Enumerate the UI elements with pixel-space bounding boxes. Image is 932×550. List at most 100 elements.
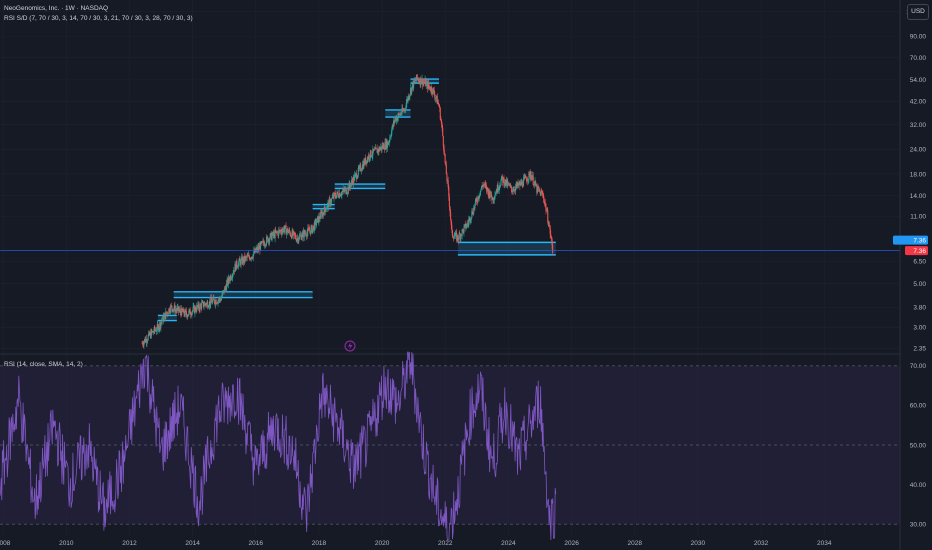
- candle-body: [312, 225, 314, 229]
- time-axis[interactable]: 2008 2010 2012 2014 2016 2018 2020 2022 2024 2026…: [0, 540, 832, 547]
- candle-body: [535, 180, 537, 186]
- candle-body: [431, 87, 433, 93]
- candle-body: [314, 221, 316, 231]
- candle-body: [350, 183, 352, 187]
- candle-body: [232, 273, 234, 275]
- candle-body: [362, 164, 364, 169]
- candle-body: [359, 165, 361, 167]
- candle-body: [323, 206, 325, 216]
- candle-body: [230, 277, 232, 280]
- candle-body: [154, 330, 157, 331]
- candle-body: [351, 179, 353, 182]
- candle-body: [196, 305, 198, 307]
- candle-body: [541, 191, 543, 193]
- candle-body: [256, 247, 259, 251]
- candle-body: [481, 185, 483, 190]
- candle-body: [451, 225, 453, 230]
- candle-body: [287, 231, 290, 234]
- candle-body: [515, 183, 517, 187]
- candle-body: [482, 186, 484, 187]
- candle-body: [321, 212, 324, 217]
- candle-body: [474, 199, 477, 204]
- candle-body: [417, 78, 419, 82]
- candle-body: [440, 119, 442, 121]
- candle-body: [496, 184, 498, 193]
- candle-body: [394, 117, 396, 120]
- candle-body: [319, 218, 321, 220]
- candle-body: [436, 95, 438, 99]
- candle-body: [458, 233, 460, 240]
- candle-body: [259, 245, 261, 251]
- candle-body: [285, 225, 287, 235]
- candle-body: [166, 312, 168, 314]
- candle-body: [472, 214, 474, 215]
- candle-body: [300, 234, 302, 240]
- candle-body: [196, 305, 198, 312]
- candle-body: [460, 234, 462, 239]
- candle-body: [420, 77, 422, 85]
- time-tick-label: 2034: [817, 540, 832, 547]
- time-tick-label: 2026: [564, 540, 579, 547]
- candle-body: [290, 235, 293, 239]
- candle-body: [425, 79, 427, 87]
- candle-body: [366, 160, 368, 163]
- candle-body: [398, 113, 400, 114]
- candle-body: [149, 332, 151, 336]
- candle-body: [172, 309, 174, 312]
- rsi-legend[interactable]: RSI (14, close, SMA, 14, 2): [4, 361, 83, 368]
- candle-body: [270, 232, 273, 241]
- candle-body: [142, 344, 144, 346]
- candle-body: [323, 213, 325, 216]
- candle-body: [342, 188, 344, 192]
- lightning-event-icon[interactable]: [344, 340, 356, 352]
- candle-body: [541, 192, 543, 195]
- symbol-legend[interactable]: NeoGenomics, Inc. · 1W · NASDAQ: [4, 5, 109, 12]
- candle-body: [490, 191, 492, 197]
- candle-body: [549, 226, 551, 235]
- candle-body: [141, 343, 143, 344]
- candle-body: [355, 173, 357, 174]
- currency-button[interactable]: USD: [907, 4, 929, 20]
- candle-body: [488, 190, 491, 198]
- candle-body: [429, 86, 431, 90]
- candle-body: [165, 311, 167, 319]
- candle-body: [532, 175, 534, 179]
- candle-body: [320, 211, 322, 219]
- candle-body: [412, 83, 414, 89]
- candle-body: [406, 99, 409, 101]
- candle-body: [165, 311, 167, 314]
- indicator-legend[interactable]: RSI S/D (7, 70 / 30, 3, 14, 70 / 30, 3, …: [4, 15, 193, 22]
- candle-body: [148, 332, 150, 336]
- candle-body: [409, 88, 412, 95]
- candle-body: [550, 234, 552, 237]
- candle-body: [220, 298, 222, 301]
- candle-body: [512, 190, 514, 192]
- candle-body: [253, 250, 256, 253]
- candle-body: [465, 226, 467, 229]
- zone-fill: [334, 184, 386, 189]
- candle-body: [454, 235, 456, 237]
- candle-body: [392, 125, 394, 127]
- candle-body: [235, 260, 237, 271]
- candle-body: [392, 120, 395, 127]
- rsi-axis[interactable]: 70.00 60.00 50.00 40.00 30.00: [910, 363, 927, 528]
- candle-body: [546, 210, 548, 212]
- candle-body: [471, 211, 473, 218]
- candle-body: [268, 239, 270, 243]
- price-tick-label: 42.00: [910, 99, 927, 106]
- candle-body: [504, 179, 506, 185]
- candle-body: [513, 189, 515, 192]
- candle-body: [281, 230, 283, 234]
- candle-body: [212, 300, 214, 304]
- candle-body: [488, 190, 490, 196]
- candle-body: [231, 277, 233, 279]
- candle-body: [411, 83, 413, 87]
- candle-body: [464, 223, 466, 225]
- candle-body: [525, 178, 528, 182]
- price-axis[interactable]: 120.0090.0070.0054.0042.0032.0024.0018.0…: [906, 9, 926, 353]
- candle-body: [466, 223, 468, 227]
- candle-body: [201, 301, 203, 304]
- price-tick-label: 5.00: [913, 281, 926, 288]
- candle-body: [282, 228, 284, 231]
